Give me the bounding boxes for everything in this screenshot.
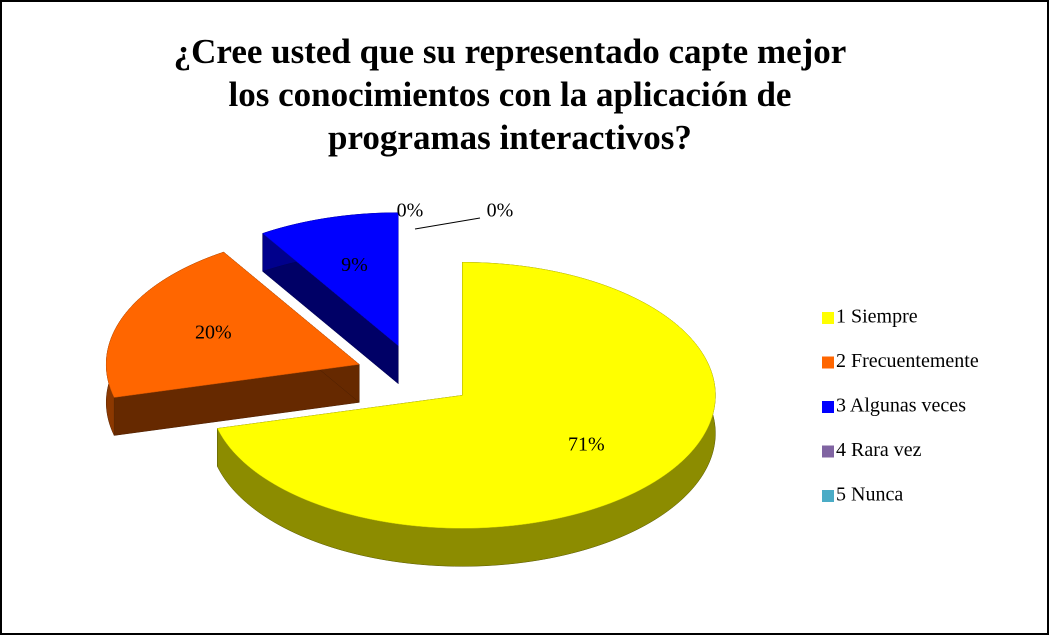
- legend-swatch: [822, 445, 834, 458]
- legend-label: 5 Nunca: [836, 484, 903, 506]
- data-label: 71%: [568, 433, 605, 455]
- legend-swatch: [822, 312, 834, 324]
- data-label: 0%: [397, 200, 424, 222]
- legend-label: 4 Rara vez: [836, 439, 922, 461]
- legend-label: 2 Frecuentemente: [836, 350, 979, 372]
- chart-title: ¿Cree usted que su representado capte me…: [173, 32, 847, 157]
- legend-swatch: [822, 401, 834, 413]
- data-label: 20%: [195, 322, 232, 344]
- legend-label: 3 Algunas veces: [836, 395, 966, 417]
- slice: [105, 251, 360, 398]
- data-label: 0%: [487, 200, 514, 222]
- data-label: 9%: [341, 254, 368, 276]
- slice: [262, 212, 399, 347]
- legend-swatch: [822, 490, 834, 502]
- leader-line: [414, 217, 481, 230]
- slice: [216, 262, 716, 529]
- legend-label: 1 Siempre: [836, 306, 918, 328]
- legend-swatch: [822, 356, 834, 369]
